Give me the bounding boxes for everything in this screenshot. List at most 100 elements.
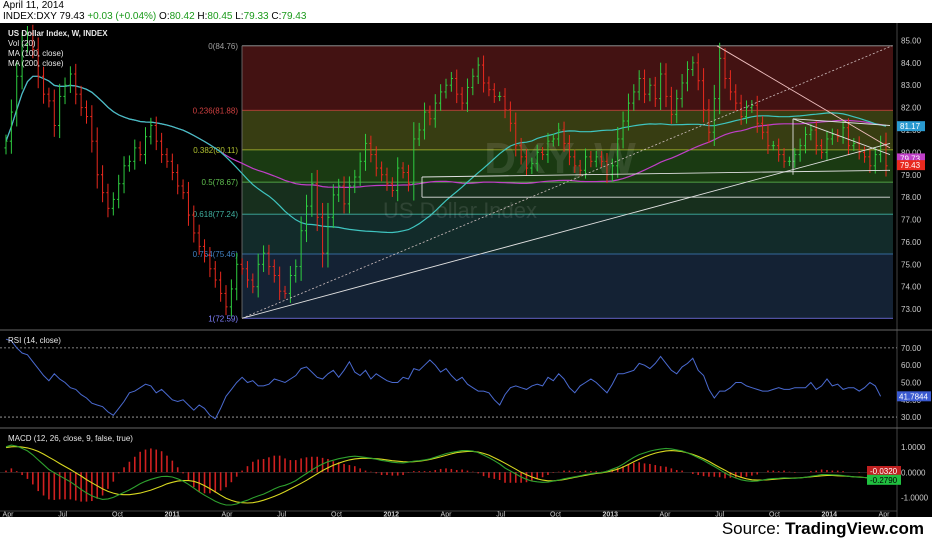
price-bar (235, 252, 239, 301)
price-axis-tick: 83.00 (901, 81, 922, 90)
price-bar (219, 271, 223, 302)
price-bar (251, 273, 255, 294)
price-bar (659, 62, 663, 110)
price-bar (449, 71, 453, 92)
price-legend-line: US Dollar Index, W, INDEX (8, 29, 108, 38)
price-bar (47, 87, 51, 108)
ohlc-high-value: 80.45 (207, 11, 233, 22)
rsi-axis-tick: 50.00 (901, 378, 922, 387)
rsi-axis-tick: 70.00 (901, 344, 922, 353)
macd-signal-line (5, 446, 881, 504)
price-bar (380, 161, 384, 182)
price-bar (315, 169, 319, 232)
price-bar (111, 192, 115, 216)
ohlc-low-key: L: (235, 11, 244, 22)
price-bar (412, 122, 416, 201)
price-bar (95, 127, 99, 189)
price-bar (154, 116, 158, 151)
price-bar (337, 178, 341, 203)
price-bar (744, 100, 749, 124)
price-bar (803, 126, 808, 154)
price-legend-line: MA (100, close) (8, 49, 64, 58)
price-bar (229, 279, 233, 317)
price-bar (261, 245, 266, 273)
x-axis-tick: Apr (879, 512, 891, 518)
price-bar (165, 148, 169, 168)
price-bar (728, 70, 732, 101)
price-bar (41, 66, 46, 104)
symbol-label: INDEX:DXY (3, 11, 57, 22)
price-bar (197, 224, 201, 255)
price-bar (347, 176, 352, 214)
price-bar (428, 105, 432, 126)
price-bar (830, 128, 834, 145)
price-bar (294, 259, 298, 283)
price-bar (691, 56, 695, 77)
price-bar (25, 25, 30, 53)
ohlc-close-value: 79.43 (281, 11, 307, 22)
fib-level-label: 0.764(75.46) (193, 250, 239, 259)
price-bar (503, 88, 507, 119)
price-bar (433, 94, 437, 128)
price-bar (455, 69, 459, 104)
price-bar (15, 61, 19, 127)
triangle-top (792, 118, 891, 126)
price-bar (385, 167, 389, 191)
price-bar (181, 179, 185, 200)
macd-line (5, 444, 881, 506)
price-bar (664, 63, 668, 108)
price-bar (224, 285, 228, 316)
price-bar (814, 121, 818, 155)
price-bar (868, 149, 872, 173)
price-bar (84, 100, 89, 124)
price-tag-box (897, 153, 925, 164)
price-bar (626, 93, 631, 131)
price-bar (712, 84, 716, 146)
x-axis-tick: Apr (660, 512, 672, 518)
x-axis-tick: Oct (331, 512, 342, 518)
macd-axis-tick: 0.0000 (901, 468, 926, 477)
x-axis-tick: Apr (441, 512, 453, 518)
ohlc-open-key: O: (159, 11, 170, 22)
price-bar (777, 138, 781, 162)
price-bar (481, 55, 486, 93)
price-legend-line: MA (200, close) (8, 59, 64, 68)
price-bar (701, 68, 706, 123)
price-bar (589, 150, 593, 168)
price-bar (396, 157, 400, 202)
macd-legend: MACD (12, 26, close, 9, false, true) (8, 434, 133, 443)
price-bar (406, 164, 411, 192)
price-bar (884, 132, 888, 177)
price-bar (846, 118, 851, 156)
price-bar (100, 165, 105, 203)
price-bar (369, 135, 373, 163)
price-bar (133, 139, 137, 170)
price-bar (245, 261, 250, 288)
price-bar (74, 63, 78, 105)
price-bar (320, 202, 325, 268)
date-label: April 11, 2014 (3, 0, 64, 11)
ma100-line (5, 75, 887, 234)
fib-level-label: 0.382(80.11) (193, 146, 238, 155)
price-bar (20, 31, 24, 90)
price-bar (600, 150, 604, 168)
price-bar (616, 126, 620, 178)
rsi-legend: RSI (14, close) (8, 336, 61, 345)
price-bar (117, 174, 121, 209)
x-axis-tick: Jul (496, 512, 505, 518)
price-bar (304, 194, 309, 243)
price-bar (331, 184, 335, 229)
fib-level-label: 0.236(81.88) (193, 106, 239, 115)
rsi-last-label: 41.7844 (899, 392, 928, 401)
price-bar (401, 162, 405, 179)
price-bar (122, 156, 126, 194)
price-bar (809, 124, 813, 141)
price-bar (540, 147, 545, 160)
price-bar (498, 91, 502, 102)
price-bar (583, 148, 588, 179)
source-name: TradingView.com (785, 519, 924, 538)
rsi-line (5, 338, 882, 420)
price-axis-tick: 78.00 (901, 193, 922, 202)
price-bar (476, 57, 480, 84)
price-bar (176, 164, 180, 195)
